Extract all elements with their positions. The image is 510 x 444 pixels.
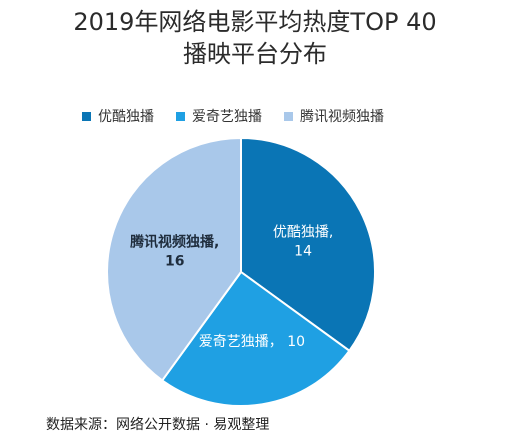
chart-title: 2019年网络电影平均热度TOP 40 播映平台分布 — [0, 6, 510, 70]
legend-item-youku: 优酷独播 — [82, 106, 154, 126]
source-note: 数据来源：网络公开数据 · 易观整理 — [46, 417, 270, 433]
chart-legend: 优酷独播 爱奇艺独播 腾讯视频独播 — [82, 106, 384, 126]
legend-label-youku: 优酷独播 — [98, 109, 154, 125]
legend-item-iqiyi: 爱奇艺独播 — [176, 106, 262, 126]
pie-slice-tencent — [106, 136, 242, 382]
legend-label-tencent: 腾讯视频独播 — [300, 109, 384, 125]
pie-slice-youku — [240, 136, 376, 353]
legend-label-iqiyi: 爱奇艺独播 — [192, 109, 262, 125]
data-label-tencent: 腾讯视频独播, 16 — [130, 233, 219, 269]
legend-swatch-tencent — [284, 111, 293, 121]
legend-swatch-iqiyi — [176, 111, 185, 121]
legend-swatch-youku — [82, 111, 91, 121]
data-label-youku: 优酷独播, 14 — [273, 224, 333, 259]
chart-title-line-2: 播映平台分布 — [183, 40, 327, 68]
legend-item-tencent: 腾讯视频独播 — [284, 106, 384, 126]
pie-slice-iqiyi — [160, 270, 351, 407]
data-label-iqiyi: 爱奇艺独播， 10 — [199, 333, 305, 350]
chart-title-line-1: 2019年网络电影平均热度TOP 40 — [73, 8, 437, 36]
